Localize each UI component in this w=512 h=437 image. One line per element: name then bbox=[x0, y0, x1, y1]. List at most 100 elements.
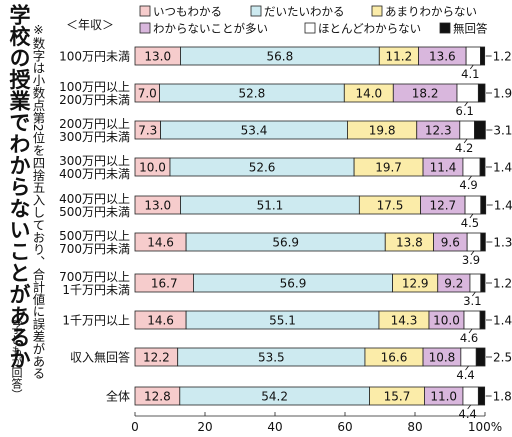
data-label-r7-s5: 3.1 bbox=[463, 294, 481, 308]
category-label-10: 全体 bbox=[106, 389, 130, 404]
data-label-r2-s1: 7.0 bbox=[138, 87, 157, 101]
legend-label-5: ほとんどわからない bbox=[318, 22, 421, 36]
data-label-r8-s5: 4.6 bbox=[460, 331, 478, 345]
category-label-6: 500万円以上 700万円未満 bbox=[59, 229, 130, 256]
data-label-r3-s2: 53.4 bbox=[241, 124, 268, 138]
data-label-r1-s3: 11.2 bbox=[386, 50, 413, 64]
data-label-r10-s2: 54.2 bbox=[261, 390, 288, 404]
chart-subtitle: （子どもが回答） bbox=[10, 312, 23, 400]
data-label-r10-s3: 15.7 bbox=[384, 390, 411, 404]
data-label-r4-s3: 19.7 bbox=[375, 161, 402, 175]
category-label-1: 100万円未満 bbox=[59, 50, 130, 64]
x-tick-label-3: 40 bbox=[267, 420, 282, 434]
bar-r6-s6 bbox=[480, 232, 486, 252]
data-label-r5-s3: 17.5 bbox=[377, 199, 404, 213]
data-label-r2-s2: 52.8 bbox=[239, 87, 266, 101]
data-label-r4-s6: 1.4 bbox=[493, 161, 512, 175]
bar-r8-s5 bbox=[463, 310, 481, 330]
data-label-r4-s1: 10.0 bbox=[139, 161, 166, 175]
chart-note: ※数字は小数点第2位を四捨五入しており、合計値に誤差がある bbox=[31, 22, 46, 380]
data-label-r7-s6: 1.2 bbox=[493, 277, 512, 291]
leader-line-r5-s5 bbox=[469, 213, 474, 219]
data-label-r1-s4: 13.6 bbox=[429, 50, 456, 64]
data-label-r1-s6: 1.2 bbox=[493, 50, 512, 64]
x-tick-label-5: 80 bbox=[407, 420, 422, 434]
data-label-r10-s5: 4.4 bbox=[459, 407, 477, 421]
bar-r9-s6 bbox=[475, 347, 486, 367]
data-label-r7-s1: 16.7 bbox=[151, 277, 178, 291]
data-label-r6-s6: 1.3 bbox=[493, 236, 512, 250]
x-tick-label-4: 60 bbox=[337, 420, 352, 434]
data-label-r1-s1: 13.0 bbox=[144, 50, 171, 64]
legend-label-1: いつもわかる bbox=[153, 5, 222, 19]
data-label-r4-s4: 11.4 bbox=[430, 161, 457, 175]
bar-r6-s5 bbox=[466, 232, 482, 252]
data-label-r7-s2: 56.9 bbox=[280, 277, 307, 291]
data-label-r10-s6: 1.8 bbox=[493, 390, 512, 404]
legend-swatch-5 bbox=[304, 22, 316, 34]
category-label-9: 収入無回答 bbox=[70, 350, 130, 365]
data-label-r9-s4: 10.8 bbox=[429, 351, 456, 365]
data-label-r10-s4: 11.0 bbox=[430, 390, 457, 404]
data-label-r6-s4: 9.6 bbox=[441, 236, 460, 250]
bar-r7-s5 bbox=[469, 273, 482, 293]
legend-label-2: だいたいわかる bbox=[264, 5, 345, 19]
data-label-r8-s4: 10.0 bbox=[433, 314, 460, 328]
data-label-r6-s2: 56.9 bbox=[272, 236, 299, 250]
legend-label-3: あまりわからない bbox=[385, 5, 477, 19]
bar-r3-s6 bbox=[474, 120, 486, 140]
data-label-r5-s6: 1.4 bbox=[494, 199, 512, 213]
data-label-r2-s5: 6.1 bbox=[456, 104, 474, 118]
leader-line-r3-s5 bbox=[463, 138, 468, 144]
category-label-4: 300万円以上 400万円未満 bbox=[59, 154, 130, 181]
data-label-r3-s1: 7.3 bbox=[138, 124, 157, 138]
data-label-r6-s5: 3.9 bbox=[462, 253, 480, 267]
x-tick-label-1: 0 bbox=[131, 420, 139, 434]
leader-line-r8-s5 bbox=[468, 328, 473, 334]
data-label-r3-s4: 12.3 bbox=[425, 124, 452, 138]
bar-r3-s5 bbox=[459, 120, 475, 140]
data-label-r9-s3: 16.6 bbox=[381, 351, 408, 365]
category-header: ＜年収＞ bbox=[66, 18, 114, 32]
leader-line-r7-s5 bbox=[472, 291, 476, 297]
data-label-r9-s1: 12.2 bbox=[143, 351, 170, 365]
leader-line-r2-s5 bbox=[464, 101, 468, 107]
bar-r2-s6 bbox=[477, 83, 486, 103]
leader-line-r9-s5 bbox=[465, 365, 469, 371]
data-label-r5-s5: 4.5 bbox=[461, 216, 479, 230]
leader-line-r10-s5 bbox=[467, 404, 471, 410]
bar-r1-s6 bbox=[480, 46, 486, 66]
bar-r10-s6 bbox=[477, 386, 486, 406]
category-label-2: 100万円以上 200万円未満 bbox=[59, 80, 130, 107]
legend-label-4: わからないことが多い bbox=[153, 22, 268, 36]
data-label-r10-s1: 12.8 bbox=[144, 390, 171, 404]
data-label-r1-s5: 4.1 bbox=[461, 67, 479, 81]
bar-r4-s6 bbox=[479, 157, 486, 177]
category-label-7: 700万円以上 1千万円未満 bbox=[59, 270, 130, 297]
legend-swatch-4 bbox=[139, 22, 151, 34]
bar-r8-s6 bbox=[479, 310, 486, 330]
chart-title: 学校の授業でわからないことがあるか bbox=[7, 4, 31, 370]
data-label-r8-s6: 1.4 bbox=[493, 314, 512, 328]
x-tick-label-6: 100% bbox=[468, 420, 502, 434]
x-tick-label-2: 20 bbox=[197, 420, 212, 434]
data-label-r8-s3: 14.3 bbox=[391, 314, 418, 328]
data-label-r4-s5: 4.9 bbox=[459, 178, 477, 192]
data-label-r5-s4: 12.7 bbox=[429, 199, 456, 213]
data-label-r3-s3: 19.8 bbox=[369, 124, 396, 138]
bar-r5-s6 bbox=[480, 195, 487, 215]
data-label-r7-s3: 12.9 bbox=[402, 277, 429, 291]
bar-r10-s5 bbox=[462, 386, 479, 406]
data-label-r4-s2: 52.6 bbox=[249, 161, 276, 175]
data-label-r7-s4: 9.2 bbox=[444, 277, 463, 291]
data-label-r5-s1: 13.0 bbox=[144, 199, 171, 213]
bar-r2-s5 bbox=[456, 83, 479, 103]
bar-r5-s5 bbox=[464, 195, 482, 215]
data-label-r2-s4: 18.2 bbox=[412, 87, 439, 101]
bar-r7-s6 bbox=[480, 273, 486, 293]
leader-line-r1-s5 bbox=[469, 64, 474, 70]
legend-label-6: 無回答 bbox=[453, 22, 488, 36]
data-label-r2-s3: 14.0 bbox=[355, 87, 382, 101]
data-label-r8-s2: 55.1 bbox=[269, 314, 296, 328]
